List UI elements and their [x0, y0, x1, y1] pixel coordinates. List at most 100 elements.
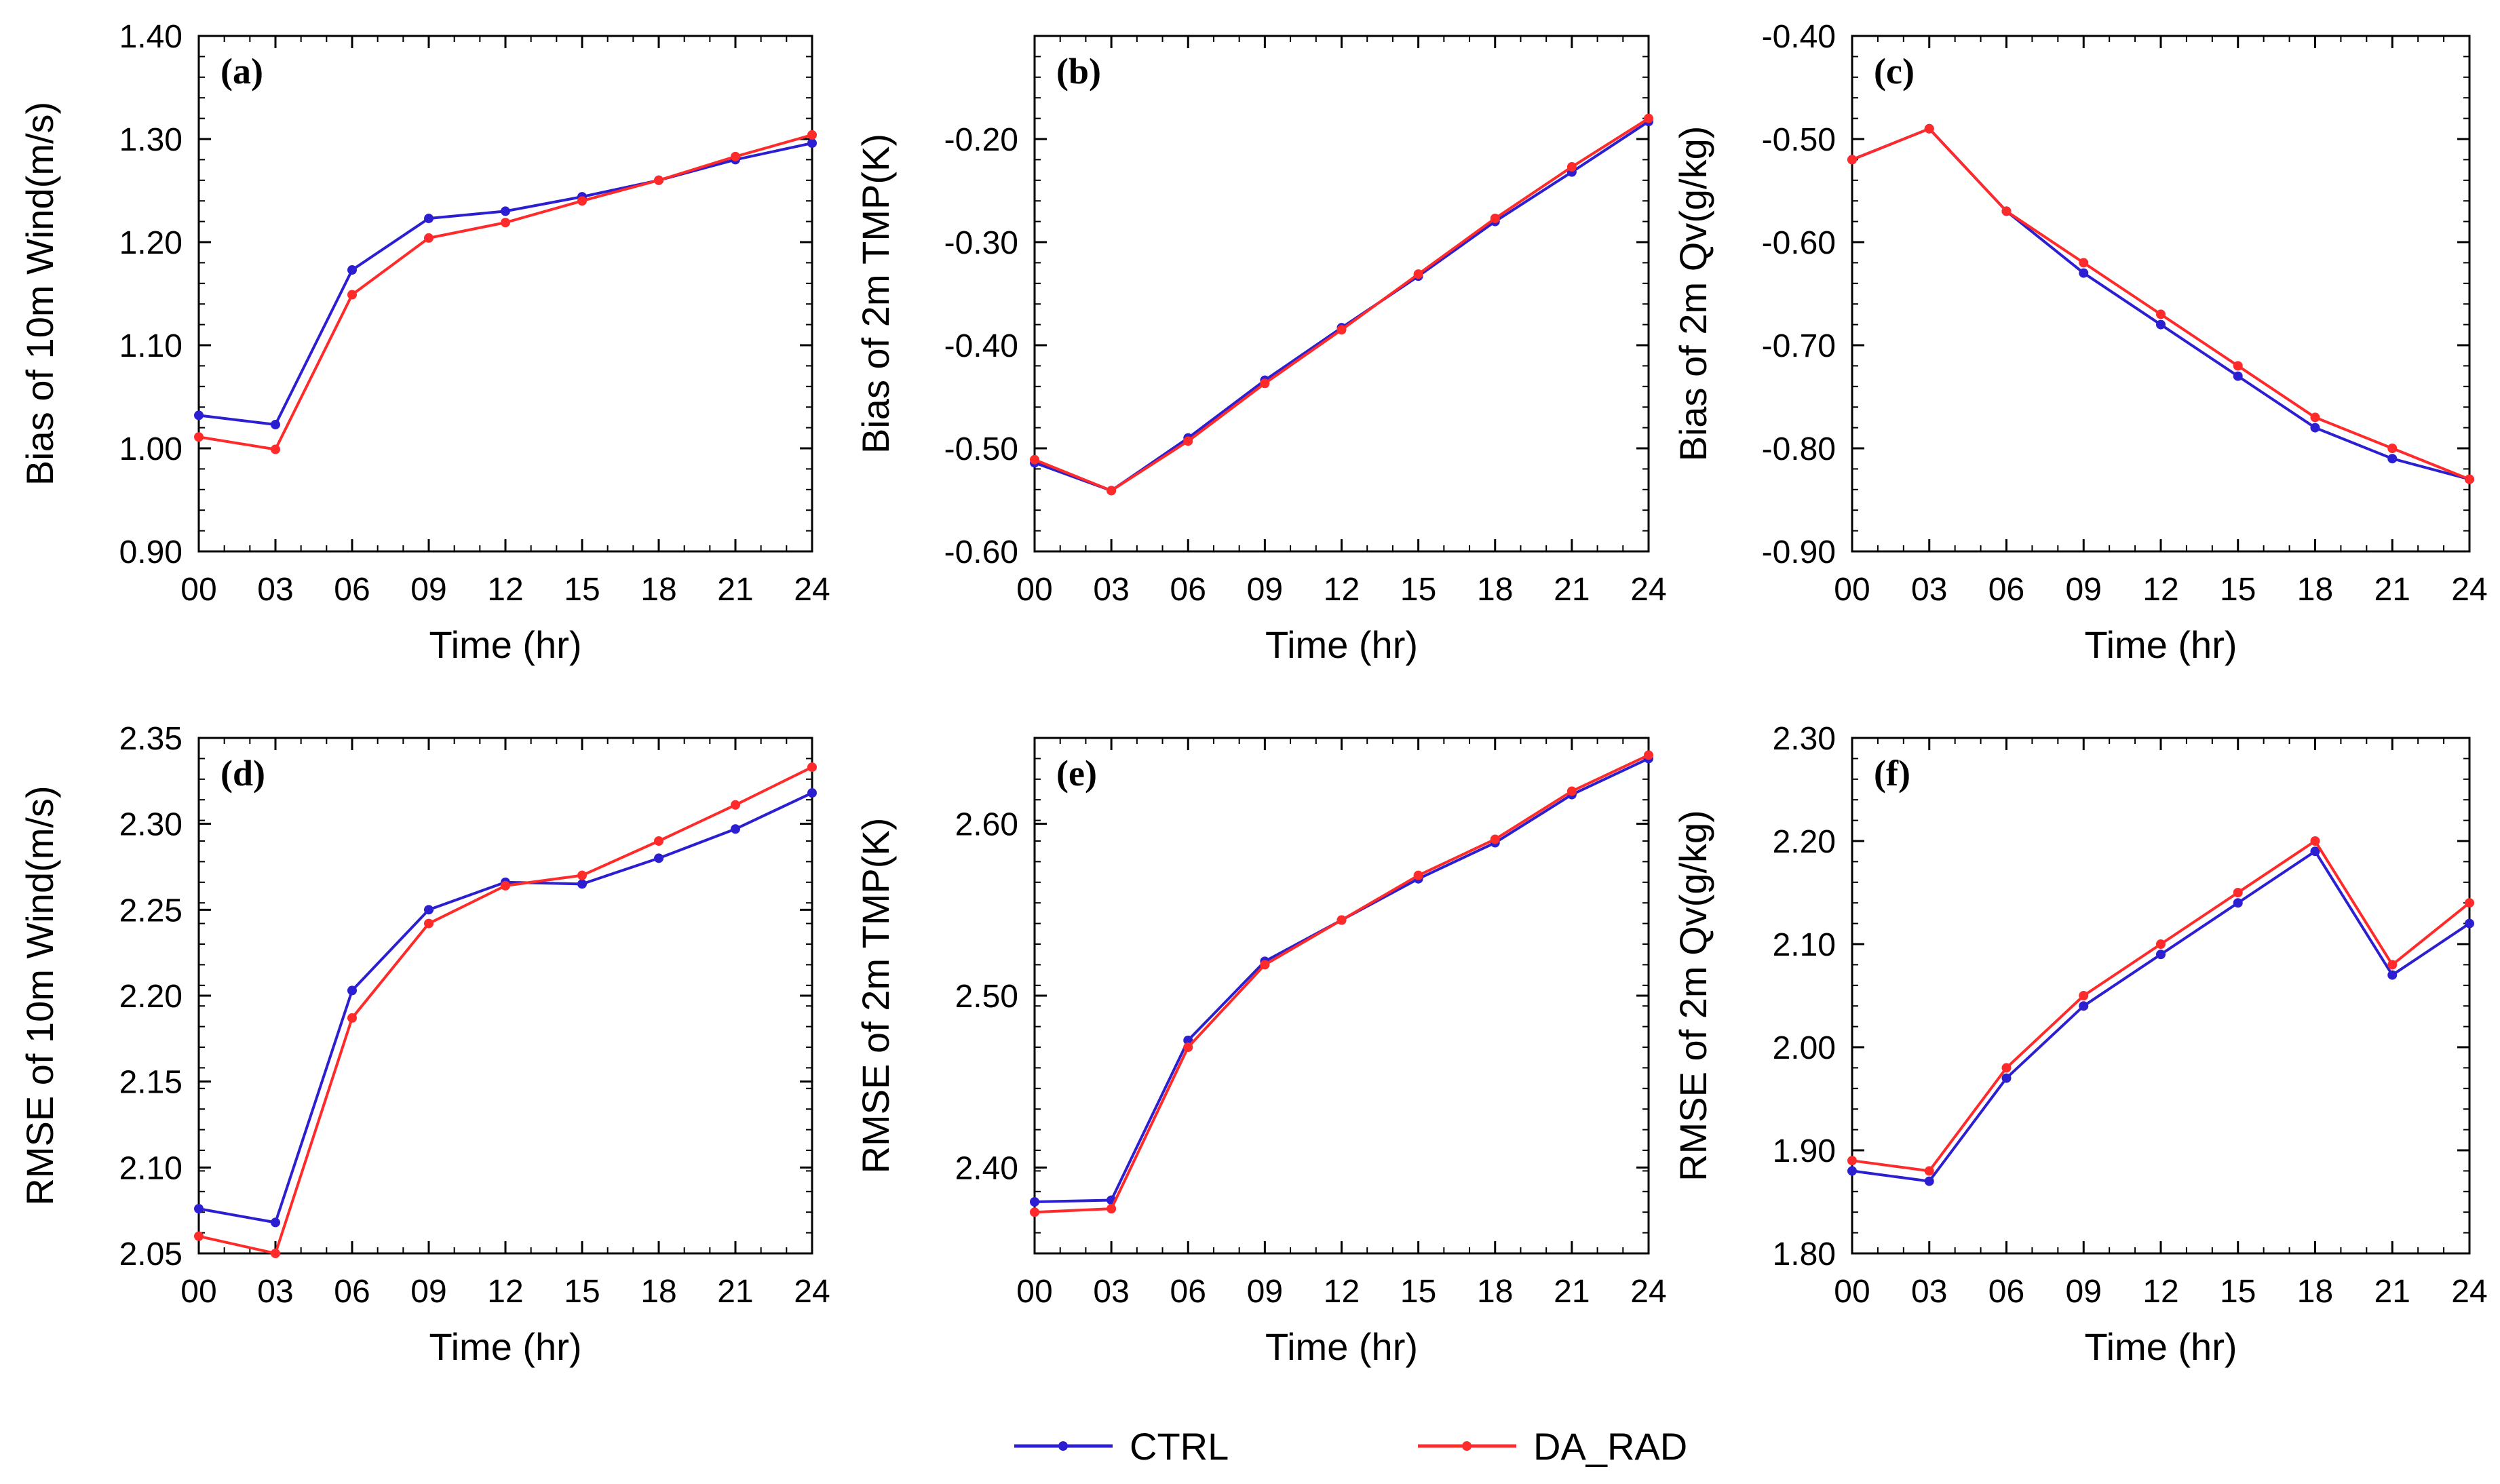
x-tick-label: 03: [257, 1274, 293, 1310]
y-tick-label: 2.50: [955, 979, 1018, 1015]
data-point-ctrl: [194, 410, 204, 421]
x-tick-label: 06: [1170, 1274, 1206, 1310]
data-point-da-rad: [2156, 309, 2166, 319]
data-point-da-rad: [577, 870, 587, 880]
y-axis-title: Bias of 10m Wind(m/s): [18, 102, 61, 486]
y-tick-label: -0.90: [1762, 534, 1836, 570]
x-tick-label: 06: [334, 1274, 370, 1310]
panel-label: (a): [220, 51, 263, 92]
chart-panel-3: 00 03 06 09 12 15 18 21 24 2.05 2.10 2.15 2.20 2.25 2.…: [18, 721, 830, 1368]
data-point-ctrl: [2079, 268, 2089, 278]
series-line-da-rad: [1034, 117, 1650, 492]
y-axis-title: Bias of 2m TMP(K): [854, 134, 897, 454]
y-tick-label: 1.10: [119, 328, 182, 364]
x-tick-label: 18: [640, 572, 676, 608]
data-point-ctrl: [271, 1217, 280, 1228]
data-point-da-rad: [347, 1013, 357, 1023]
x-tick-label: 24: [1630, 572, 1666, 608]
y-tick-label: -0.60: [944, 534, 1018, 570]
y-tick-label: -0.70: [1762, 328, 1836, 364]
data-point-ctrl: [2310, 423, 2320, 433]
x-tick-label: 21: [1554, 1274, 1590, 1310]
data-point-da-rad: [1924, 1166, 1934, 1176]
data-point-da-rad: [424, 918, 434, 929]
data-point-ctrl: [731, 824, 740, 834]
data-point-da-rad: [654, 836, 664, 846]
legend-marker-da-rad: [1462, 1441, 1472, 1451]
data-point-ctrl: [424, 214, 434, 224]
data-point-ctrl: [2233, 371, 2243, 381]
data-point-da-rad: [1490, 834, 1500, 844]
x-tick-label: 09: [2066, 1274, 2102, 1310]
panels: 00 03 06 09 12 15 18 21 24 0.90 1.00 1.10 1.20 1.30 1.…: [18, 19, 2488, 1368]
y-tick-label: -0.60: [1762, 225, 1836, 261]
x-tick-label: 21: [717, 572, 753, 608]
plot-frame: [1851, 35, 2471, 553]
x-tick-label: 03: [1911, 1274, 1947, 1310]
x-tick-label: 12: [1324, 1274, 1360, 1310]
x-tick-label: 21: [2374, 1274, 2410, 1310]
x-tick-label: 00: [1016, 572, 1052, 608]
data-point-da-rad: [1107, 486, 1117, 496]
data-point-da-rad: [1030, 1207, 1039, 1217]
data-point-ctrl: [501, 206, 510, 216]
x-tick-label: 09: [410, 1274, 446, 1310]
chart-panel-4: 00 03 06 09 12 15 18 21 24 2.40 2.50 2.60 Time (hr) R…: [854, 737, 1667, 1368]
data-point-ctrl: [2079, 1001, 2089, 1011]
data-point-da-rad: [1644, 750, 1653, 760]
data-point-ctrl: [2001, 1073, 2012, 1083]
data-point-da-rad: [1260, 960, 1270, 970]
panel-label: (f): [1874, 753, 1910, 794]
data-point-da-rad: [1413, 870, 1423, 880]
data-point-da-rad: [2001, 206, 2012, 216]
series-line-da-rad: [1034, 754, 1649, 1214]
x-tick-label: 15: [1400, 1274, 1436, 1310]
data-point-ctrl: [1030, 1197, 1039, 1207]
y-tick-label: -0.80: [1762, 431, 1836, 467]
x-tick-label: 15: [1400, 572, 1436, 608]
y-tick-label: -0.30: [944, 225, 1018, 261]
y-tick-label: 1.40: [119, 19, 182, 55]
data-point-da-rad: [2310, 836, 2320, 846]
x-tick-label: 00: [180, 1274, 216, 1310]
x-axis-title: Time (hr): [1265, 623, 1418, 666]
data-point-da-rad: [1030, 454, 1039, 465]
plot-frame: [1033, 35, 1650, 553]
y-tick-label: 0.90: [119, 534, 182, 570]
chart-panel-5: 00 03 06 09 12 15 18 21 24 1.80 1.90 2.00 2.10 2.20 2.…: [1672, 721, 2488, 1368]
x-tick-label: 21: [717, 1274, 753, 1310]
x-tick-label: 24: [794, 572, 830, 608]
data-point-ctrl: [2156, 950, 2166, 960]
data-point-ctrl: [347, 985, 357, 996]
y-tick-label: 1.00: [119, 431, 182, 467]
x-tick-label: 09: [1247, 572, 1283, 608]
data-point-da-rad: [1490, 214, 1500, 224]
data-point-da-rad: [194, 432, 204, 442]
x-tick-label: 12: [487, 572, 523, 608]
y-tick-label: 2.15: [119, 1065, 182, 1101]
y-tick-label: 2.20: [1773, 824, 1836, 860]
data-point-da-rad: [2233, 361, 2243, 371]
data-point-da-rad: [1847, 1156, 1857, 1166]
x-tick-label: 12: [487, 1274, 523, 1310]
x-tick-label: 03: [1911, 572, 1947, 608]
legend: CTRL DA_RAD: [1014, 1425, 1687, 1468]
data-point-da-rad: [1336, 915, 1347, 925]
data-point-da-rad: [731, 151, 740, 161]
x-tick-label: 03: [1093, 572, 1129, 608]
x-tick-label: 18: [1477, 1274, 1513, 1310]
series-line-da-rad: [1851, 127, 2470, 481]
data-point-ctrl: [194, 1204, 204, 1214]
data-point-da-rad: [2465, 474, 2474, 484]
data-point-ctrl: [654, 853, 664, 863]
data-point-da-rad: [2310, 412, 2320, 423]
data-point-da-rad: [731, 800, 740, 810]
x-tick-label: 21: [2374, 572, 2410, 608]
x-tick-label: 12: [2142, 572, 2178, 608]
series-line-ctrl: [1034, 757, 1649, 1203]
y-tick-label: 1.90: [1773, 1133, 1836, 1169]
x-tick-label: 06: [334, 572, 370, 608]
y-tick-label: 2.30: [119, 807, 182, 843]
x-axis-title: Time (hr): [429, 1325, 581, 1368]
y-axis-title: RMSE of 2m TMP(K): [854, 818, 897, 1174]
